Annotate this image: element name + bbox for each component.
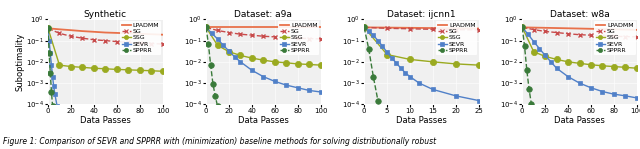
X-axis label: Data Passes: Data Passes xyxy=(238,116,289,125)
X-axis label: Data Passes: Data Passes xyxy=(80,116,131,125)
Legend: LPADMM, SG, SSG, SEVR, SPPRR: LPADMM, SG, SSG, SEVR, SPPRR xyxy=(120,21,161,55)
Y-axis label: Suboptimality: Suboptimality xyxy=(15,33,24,91)
Text: Figure 1: Comparison of SEVR and SPPRR with (minimization) baseline methods for : Figure 1: Comparison of SEVR and SPPRR w… xyxy=(3,137,436,146)
Title: Dataset: a9a: Dataset: a9a xyxy=(234,10,292,19)
Legend: LPADMM, SG, SSG, SEVR, SPPRR: LPADMM, SG, SSG, SEVR, SPPRR xyxy=(278,21,319,55)
Legend: LPADMM, SG, SSG, SEVR, SPPRR: LPADMM, SG, SSG, SEVR, SPPRR xyxy=(594,21,636,55)
X-axis label: Data Passes: Data Passes xyxy=(554,116,605,125)
Title: Synthetic: Synthetic xyxy=(84,10,127,19)
Title: Dataset: ijcnn1: Dataset: ijcnn1 xyxy=(387,10,456,19)
Title: Dataset: w8a: Dataset: w8a xyxy=(550,10,609,19)
Legend: LPADMM, SG, SSG, SEVR, SPPRR: LPADMM, SG, SSG, SEVR, SPPRR xyxy=(436,21,477,55)
X-axis label: Data Passes: Data Passes xyxy=(396,116,447,125)
